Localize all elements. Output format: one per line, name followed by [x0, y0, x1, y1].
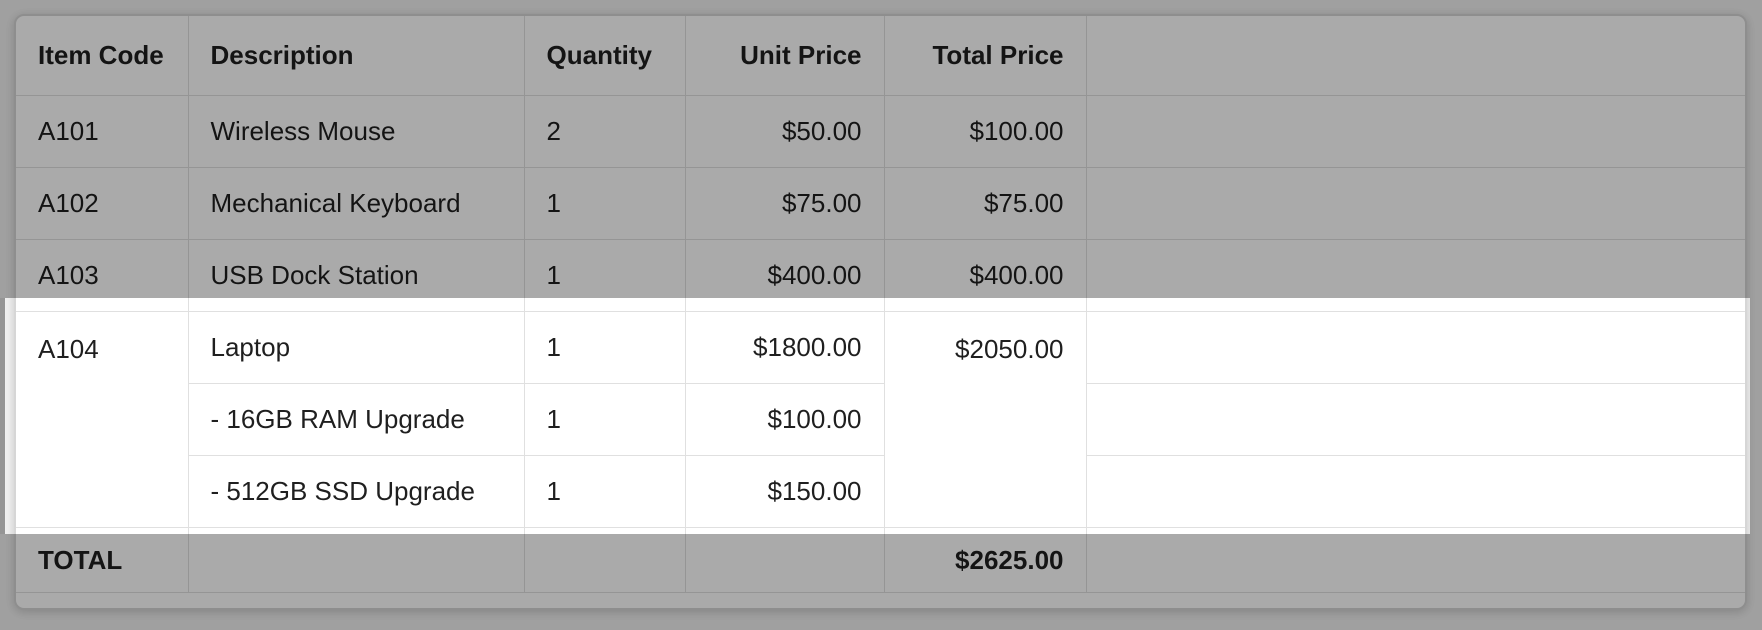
dim-overlay-left-edge — [0, 298, 5, 534]
quantity-cell: 2 — [524, 95, 686, 168]
item-code-cell: A103 — [16, 239, 189, 312]
empty-cell — [188, 527, 525, 593]
empty-cell — [1086, 527, 1745, 593]
unit-price-cell: $50.00 — [685, 95, 885, 168]
description-cell: - 512GB SSD Upgrade — [188, 455, 525, 528]
total-price-cell: $400.00 — [884, 239, 1087, 312]
total-price-cell: $75.00 — [884, 167, 1087, 240]
description-cell: Wireless Mouse — [188, 95, 525, 168]
unit-price-cell: $100.00 — [685, 383, 885, 456]
quantity-cell: 1 — [524, 383, 686, 456]
unit-price-cell: $75.00 — [685, 167, 885, 240]
col-header-total-price: Total Price — [884, 16, 1087, 96]
group-total-price-cell: $2050.00 — [884, 311, 1087, 528]
empty-cell — [1086, 239, 1745, 312]
empty-cell — [1086, 383, 1745, 456]
table-row-a102[interactable]: A102 Mechanical Keyboard 1 $75.00 $75.00 — [16, 167, 1745, 240]
empty-cell — [1086, 455, 1745, 528]
description-cell: USB Dock Station — [188, 239, 525, 312]
total-label-cell: TOTAL — [16, 527, 189, 593]
description-cell: Laptop — [188, 311, 525, 384]
total-price-cell: $100.00 — [884, 95, 1087, 168]
quantity-cell: 1 — [524, 167, 686, 240]
col-header-item-code: Item Code — [16, 16, 189, 96]
item-code-cell: A101 — [16, 95, 189, 168]
description-cell: - 16GB RAM Upgrade — [188, 383, 525, 456]
dim-overlay-right-edge — [1750, 298, 1762, 534]
table-row-a103[interactable]: A103 USB Dock Station 1 $400.00 $400.00 — [16, 239, 1745, 312]
table-row-a101[interactable]: A101 Wireless Mouse 2 $50.00 $100.00 — [16, 95, 1745, 168]
col-header-quantity: Quantity — [524, 16, 686, 96]
item-code-cell: A102 — [16, 167, 189, 240]
quantity-cell: 1 — [524, 311, 686, 384]
quantity-cell: 1 — [524, 455, 686, 528]
col-header-empty — [1086, 16, 1745, 96]
empty-cell — [685, 527, 885, 593]
invoice-table: Item Code Description Quantity Unit Pric… — [16, 16, 1745, 593]
description-cell: Mechanical Keyboard — [188, 167, 525, 240]
empty-cell — [1086, 95, 1745, 168]
table-row-a104-ssd-upgrade[interactable]: - 512GB SSD Upgrade 1 $150.00 — [16, 455, 1745, 528]
empty-cell — [524, 527, 686, 593]
unit-price-cell: $150.00 — [685, 455, 885, 528]
table-row-a104-ram-upgrade[interactable]: - 16GB RAM Upgrade 1 $100.00 — [16, 383, 1745, 456]
invoice-table-card: Item Code Description Quantity Unit Pric… — [14, 14, 1747, 610]
grand-total-cell: $2625.00 — [884, 527, 1087, 593]
col-header-description: Description — [188, 16, 525, 96]
unit-price-cell: $400.00 — [685, 239, 885, 312]
header-row: Item Code Description Quantity Unit Pric… — [16, 16, 1745, 96]
item-code-cell: A104 — [16, 311, 189, 528]
total-row: TOTAL $2625.00 — [16, 527, 1745, 593]
quantity-cell: 1 — [524, 239, 686, 312]
col-header-unit-price: Unit Price — [685, 16, 885, 96]
empty-cell — [1086, 311, 1745, 384]
unit-price-cell: $1800.00 — [685, 311, 885, 384]
table-row-a104-laptop[interactable]: A104 Laptop 1 $1800.00 $2050.00 — [16, 311, 1745, 528]
empty-cell — [1086, 167, 1745, 240]
